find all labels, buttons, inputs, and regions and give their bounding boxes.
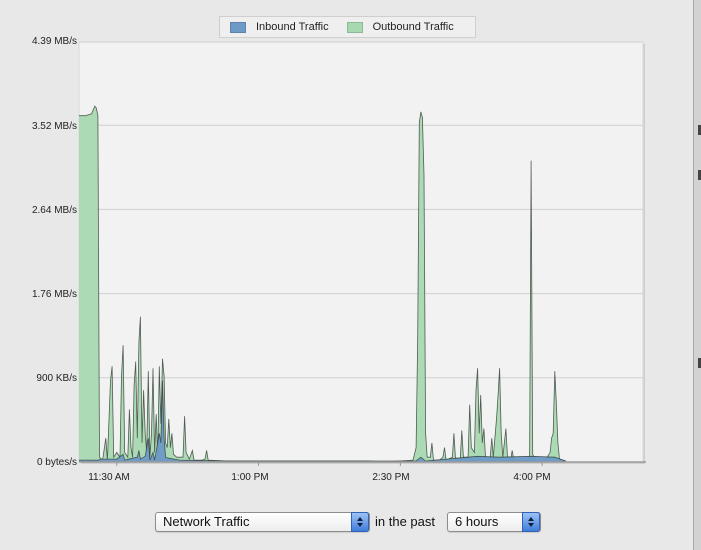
x-tick-label: 11:30 AM [88, 472, 130, 483]
chart-legend: Inbound Traffic Outbound Traffic [219, 16, 476, 38]
chevron-down-icon [357, 523, 363, 527]
chart-controls: Network Traffic in the past 6 hours [0, 512, 701, 534]
plot-area [78, 41, 644, 463]
edge-mark [698, 125, 701, 135]
range-connector-text: in the past [375, 514, 435, 529]
chevron-up-icon [357, 517, 363, 521]
metric-select[interactable]: Network Traffic [155, 512, 370, 532]
outbound-swatch [346, 21, 363, 33]
legend-inbound-label: Inbound Traffic [256, 21, 329, 33]
edge-mark [698, 358, 701, 368]
x-tick-label: 4:00 PM [513, 472, 551, 483]
metric-select-arrows-icon[interactable] [351, 512, 369, 532]
y-tick-label: 0 bytes/s [36, 457, 77, 468]
x-tick-label: 1:00 PM [231, 472, 269, 483]
inbound-traffic-line [79, 380, 566, 462]
y-tick-label: 900 KB/s [36, 373, 77, 384]
adjacent-window-edge [693, 0, 701, 550]
time-range-select-value: 6 hours [455, 514, 499, 529]
x-tick-label: 2:30 PM [372, 472, 410, 483]
inbound-swatch [230, 21, 246, 33]
time-range-select-arrows-icon[interactable] [522, 512, 540, 532]
y-tick-label: 2.64 MB/s [31, 205, 77, 216]
chevron-up-icon [528, 517, 534, 521]
y-tick-label: 3.52 MB/s [31, 121, 77, 132]
legend-outbound-label: Outbound Traffic [372, 21, 454, 33]
chevron-down-icon [528, 523, 534, 527]
time-range-select[interactable]: 6 hours [447, 512, 541, 532]
y-tick-label: 1.76 MB/s [31, 289, 77, 300]
edge-mark [698, 170, 701, 180]
network-traffic-chart [78, 41, 646, 466]
y-tick-label: 4.39 MB/s [31, 36, 77, 47]
metric-select-value: Network Traffic [163, 514, 250, 529]
